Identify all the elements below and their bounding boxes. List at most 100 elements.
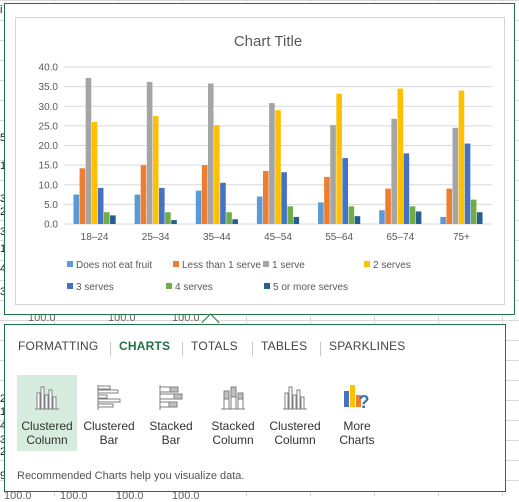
bar[interactable]: [171, 220, 177, 224]
legend-swatch: [264, 283, 270, 289]
more-charts-icon: ?: [344, 385, 370, 412]
bar[interactable]: [476, 212, 483, 224]
bar[interactable]: [354, 216, 361, 224]
bar[interactable]: [103, 212, 110, 224]
bar[interactable]: [79, 168, 86, 224]
x-tick-label: 35–44: [203, 232, 231, 243]
bar[interactable]: [318, 202, 324, 224]
sheet-cell-text: 9: [0, 470, 6, 482]
bar[interactable]: [336, 93, 342, 224]
bar[interactable]: [330, 125, 336, 224]
chart-title[interactable]: Chart Title: [234, 33, 302, 50]
bar[interactable]: [207, 83, 214, 224]
bar[interactable]: [256, 196, 263, 224]
x-tick-label: 25–34: [142, 232, 170, 243]
bar[interactable]: [342, 158, 349, 224]
bar[interactable]: [379, 210, 385, 224]
bar[interactable]: [293, 216, 300, 224]
sheet-cell-text: 2: [0, 393, 6, 405]
x-tick-label: 18–24: [81, 232, 109, 243]
bar[interactable]: [348, 206, 355, 224]
chart-option-stacked-bar[interactable]: Stacked Bar: [141, 375, 201, 451]
bar[interactable]: [269, 103, 275, 224]
bar[interactable]: [440, 216, 446, 224]
legend-swatch: [263, 261, 269, 267]
bar[interactable]: [232, 219, 238, 224]
chart-area[interactable]: Chart Title 0.0 5.0 10.0 15.0 20.0 25.0 30.0 35.…: [15, 17, 505, 305]
tab-charts[interactable]: CHARTS: [119, 339, 171, 353]
chart-option-clustered-column[interactable]: Clustered Column: [17, 375, 77, 451]
bar[interactable]: [73, 194, 80, 224]
chart-option-stacked-column[interactable]: Stacked Column: [203, 375, 263, 451]
y-tick-label: 40.0: [39, 63, 59, 74]
label-line: Clustered: [269, 419, 321, 433]
legend-label: 5 or more serves: [273, 282, 348, 293]
bar[interactable]: [275, 110, 281, 224]
bar[interactable]: [195, 190, 202, 224]
quick-analysis-panel: FORMATTING CHARTS TOTALS TABLES SPARKLINES C…: [4, 324, 506, 492]
legend-label: Does not eat fruit: [76, 260, 152, 271]
bar[interactable]: [140, 165, 147, 224]
svg-text:?: ?: [359, 392, 370, 412]
bar[interactable]: [470, 199, 477, 224]
bar[interactable]: [281, 172, 287, 224]
sheet-cell-text: 3: [0, 434, 6, 446]
chart-option-clustered-column[interactable]: Clustered Column: [265, 375, 325, 451]
tab-formatting[interactable]: FORMATTING: [18, 339, 99, 353]
chart-option-label: Stacked Column: [203, 419, 263, 447]
chart-option-label: Clustered Column: [17, 419, 77, 447]
tab-separator: [182, 342, 183, 356]
bar[interactable]: [458, 90, 465, 224]
bar[interactable]: [152, 116, 159, 224]
bar[interactable]: [97, 187, 104, 224]
bar[interactable]: [409, 206, 416, 224]
bar[interactable]: [226, 212, 232, 224]
bar[interactable]: [287, 206, 293, 224]
bar[interactable]: [452, 127, 459, 224]
bar[interactable]: [91, 121, 98, 224]
chart-option-clustered-bar[interactable]: Clustered Bar: [79, 375, 139, 451]
label-line: Clustered: [83, 419, 135, 433]
bar[interactable]: [464, 143, 471, 224]
label-line: Bar: [161, 433, 181, 447]
bar[interactable]: [110, 215, 116, 224]
bar[interactable]: [159, 187, 165, 224]
legend-label: 4 serves: [175, 282, 213, 293]
bar[interactable]: [397, 88, 404, 225]
chart-option-label: Clustered Bar: [79, 419, 139, 447]
sheet-cell-value: 100.0: [172, 312, 200, 324]
chart-option-label: More Charts: [327, 419, 387, 447]
bar[interactable]: [391, 118, 397, 224]
bar[interactable]: [165, 212, 171, 224]
clustered-bar-icon: [97, 385, 121, 410]
bar[interactable]: [403, 153, 410, 224]
bar[interactable]: [220, 182, 226, 224]
sheet-cell-value: 100.0: [28, 312, 56, 324]
y-tick-label: 20.0: [39, 141, 59, 152]
bar[interactable]: [214, 125, 220, 224]
bar[interactable]: [415, 211, 422, 224]
tab-tables[interactable]: TABLES: [261, 339, 308, 353]
bar[interactable]: [263, 171, 269, 224]
legend-label: 1 serve: [272, 260, 305, 271]
tab-sparklines[interactable]: SPARKLINES: [329, 339, 406, 353]
label-line: Column: [26, 433, 68, 447]
chart-option-more-charts[interactable]: ? More Charts: [327, 375, 387, 451]
bar[interactable]: [201, 165, 208, 224]
sheet-cell-value: 100.0: [108, 312, 136, 324]
sheet-cell-text: i: [0, 4, 3, 16]
bar[interactable]: [446, 188, 453, 224]
tab-totals[interactable]: TOTALS: [191, 339, 238, 353]
y-tick-label: 10.0: [39, 180, 59, 191]
sheet-cell-text: 1: [0, 406, 6, 418]
bar[interactable]: [324, 176, 330, 224]
label-line: Column: [274, 433, 316, 447]
legend-swatch: [364, 261, 370, 267]
legend-label: 2 serves: [373, 260, 411, 271]
sheet-cell-text: 1: [0, 160, 6, 172]
bar[interactable]: [146, 81, 153, 224]
bar[interactable]: [134, 194, 141, 224]
bar[interactable]: [85, 77, 92, 224]
bar[interactable]: [385, 188, 391, 224]
sheet-cell-text: 5: [0, 132, 6, 144]
